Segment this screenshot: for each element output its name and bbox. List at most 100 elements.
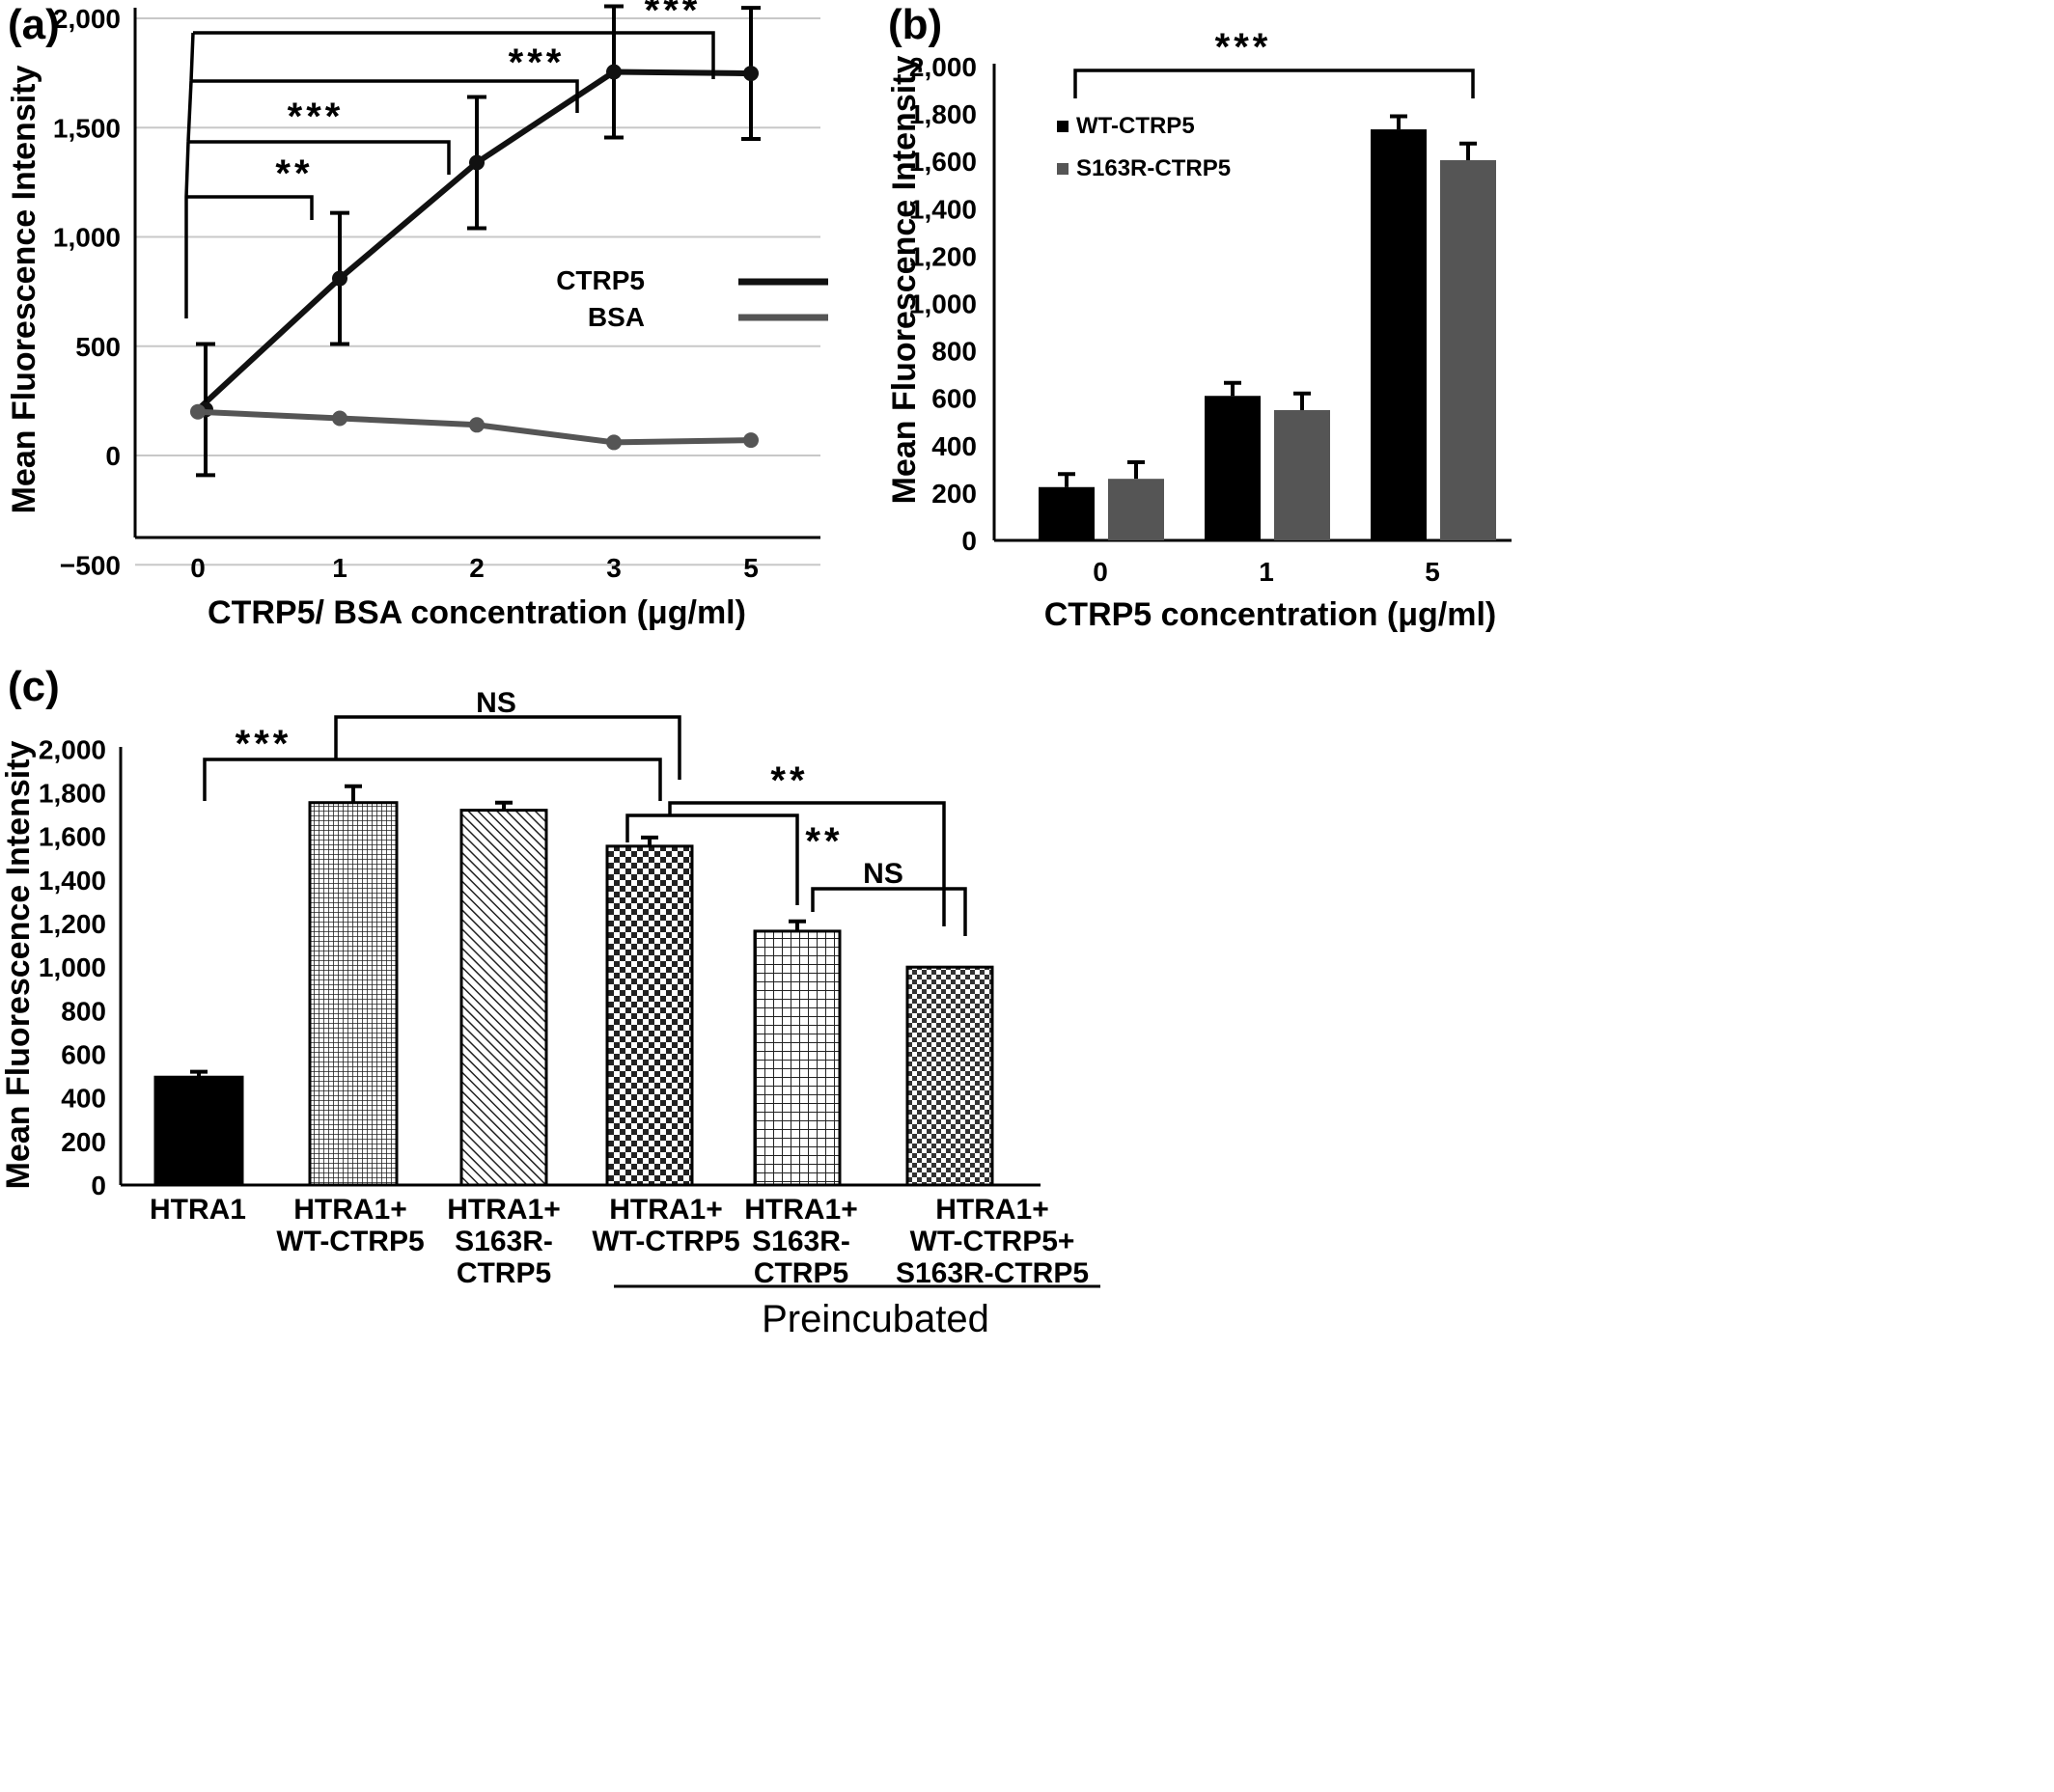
panel-b-ytick-label: 0 xyxy=(961,526,977,556)
panel-a-legend-label: CTRP5 xyxy=(556,265,645,295)
panel-c-ytick-label: 800 xyxy=(61,996,106,1026)
panel-c-errorbar xyxy=(345,784,362,803)
panel-b-ytick-label: 1,600 xyxy=(909,147,977,177)
panel-c-significance-label: NS xyxy=(476,687,516,719)
panel-c-category-label: HTRA1 xyxy=(150,1194,246,1226)
panel-b-legend-swatch xyxy=(1057,121,1069,132)
panel-c-ytick-label: 400 xyxy=(61,1084,106,1114)
panel-c-category-label: HTRA1+ xyxy=(609,1194,723,1226)
panel-c-category-label: WT-CTRP5 xyxy=(276,1226,424,1257)
panel-b-ytick-label: 1,400 xyxy=(909,194,977,224)
panel-c-significance-label: NS xyxy=(863,858,903,890)
panel-a-y-axis-title: Mean Fluorescence Intensity xyxy=(6,66,42,514)
panel-a-significance-bracket xyxy=(193,31,715,79)
panel-a-point-bsa xyxy=(190,403,206,420)
panel-a-significance-label: ** xyxy=(275,152,313,195)
panel-a-bracket-stem xyxy=(184,32,195,318)
panel-c-significance-bracket xyxy=(668,801,946,926)
panel-b-significance-label: *** xyxy=(1215,26,1272,69)
panel-c-category-label: S163R-CTRP5 xyxy=(896,1257,1089,1289)
panel-a-point-bsa xyxy=(606,434,622,451)
panel-c-y-axis-title: Mean Fluorescence Intensity xyxy=(0,741,37,1190)
panel-c-bar xyxy=(753,929,842,1187)
panel-b-bar-s163r-ctrp5 xyxy=(1108,479,1164,540)
panel-a-point-bsa xyxy=(332,410,347,427)
panel-c-significance-bracket xyxy=(334,715,681,780)
panel-a-point-ctrp5 xyxy=(332,270,347,287)
panel-a-point-ctrp5 xyxy=(606,64,622,80)
panel-a-xtick-label: 3 xyxy=(606,553,622,583)
panel-b-bar-wt-ctrp5 xyxy=(1205,396,1261,540)
panel-c-ytick-label: 1,400 xyxy=(39,866,106,896)
panel-c-errorbar xyxy=(190,1069,208,1078)
panel-c-category-label: CTRP5 xyxy=(754,1257,848,1289)
panel-a-significance-bracket xyxy=(186,195,314,220)
panel-a-ytick-label: 1,500 xyxy=(53,113,121,143)
panel-c-significance-label: *** xyxy=(236,723,292,765)
panel-a-xtick-label: 0 xyxy=(190,553,206,583)
panel-c-significance-bracket xyxy=(625,813,799,905)
panel-b-ytick-label: 600 xyxy=(931,384,977,414)
panel-c-errorbar xyxy=(789,919,806,931)
panel-b-legend-label: WT-CTRP5 xyxy=(1076,113,1195,139)
panel-c-bar xyxy=(153,1075,244,1187)
panel-b-errorbar-s163r-ctrp5 xyxy=(1127,459,1145,480)
panel-b-y-axis-title: Mean Fluorescence Intensity xyxy=(886,56,923,505)
panel-c-category-label: WT-CTRP5+ xyxy=(910,1226,1075,1257)
panel-a-label: (a) xyxy=(8,1,60,48)
panel-a-significance-label: *** xyxy=(288,96,345,138)
panel-c-significance-label: ** xyxy=(805,820,843,863)
panel-b-ytick-label: 800 xyxy=(931,337,977,367)
panel-b-ytick-label: 1,200 xyxy=(909,241,977,271)
panel-b-bar-s163r-ctrp5 xyxy=(1274,409,1330,540)
panel-a-xtick-label: 2 xyxy=(469,553,485,583)
panel-b-xtick-label: 5 xyxy=(1425,557,1440,587)
panel-b-bar-wt-ctrp5 xyxy=(1371,129,1427,540)
panel-b-errorbar-wt-ctrp5 xyxy=(1058,472,1075,487)
panel-a-ytick-label: 2,000 xyxy=(53,4,121,34)
panel-c-category-label: HTRA1+ xyxy=(935,1194,1049,1226)
panel-c-category-label: HTRA1+ xyxy=(744,1194,858,1226)
panel-a-ytick-label: −500 xyxy=(60,550,121,580)
panel-c-bar xyxy=(459,809,548,1187)
panel-a-xtick-label: 5 xyxy=(743,553,759,583)
panel-c-category-label: S163R- xyxy=(455,1226,553,1257)
panel-c-label: (c) xyxy=(8,663,60,710)
panel-a-line-chart: (a)−50005001,0001,5002,0002,50001235CTRP… xyxy=(6,0,828,631)
panel-a-significance-label: *** xyxy=(645,0,702,32)
panel-c-category-label: HTRA1+ xyxy=(447,1194,561,1226)
panel-a-legend-label: BSA xyxy=(588,302,645,332)
panel-c-significance-bracket xyxy=(811,887,967,936)
panel-b-x-axis-title: CTRP5 concentration (μg/ml) xyxy=(1044,596,1497,633)
panel-c-significance-bracket xyxy=(203,758,662,801)
panel-c-errorbar xyxy=(495,800,513,811)
panel-a-point-bsa xyxy=(743,432,759,449)
panel-c-ytick-label: 2,000 xyxy=(39,734,106,764)
panel-c-ytick-label: 1,800 xyxy=(39,779,106,809)
panel-b-errorbar-wt-ctrp5 xyxy=(1224,380,1241,397)
panel-a-xtick-label: 1 xyxy=(332,553,347,583)
panel-c-category-label: WT-CTRP5 xyxy=(592,1226,739,1257)
panel-a-significance-bracket xyxy=(191,79,579,113)
panel-c-ytick-label: 1,000 xyxy=(39,952,106,982)
panel-a-ytick-label: 1,000 xyxy=(53,223,121,253)
panel-a-x-axis-title: CTRP5/ BSA concentration (μg/ml) xyxy=(208,594,746,631)
panel-a-line-ctrp5 xyxy=(195,69,752,412)
panel-b-ytick-label: 1,000 xyxy=(909,289,977,319)
panel-a-significance-bracket xyxy=(188,140,451,175)
panel-b-legend-label: S163R-CTRP5 xyxy=(1076,155,1231,181)
panel-c-ytick-label: 0 xyxy=(91,1171,106,1200)
panel-b-xtick-label: 0 xyxy=(1093,557,1108,587)
panel-c-errorbar xyxy=(641,835,658,846)
panel-b-legend-swatch xyxy=(1057,163,1069,175)
panel-c-group-label: Preincubated xyxy=(762,1298,989,1340)
panel-b-ytick-label: 1,800 xyxy=(909,99,977,129)
panel-a-point-ctrp5 xyxy=(469,154,485,171)
panel-c-bar xyxy=(905,965,994,1187)
panel-a-significance-label: *** xyxy=(509,41,566,84)
panel-b-errorbar-wt-ctrp5 xyxy=(1390,114,1407,130)
panel-b-significance-bracket xyxy=(1073,69,1475,98)
panel-c-bar-chart: (c) 0 200 400 600 800 1,000 1,200 1,400 1,600 1,80… xyxy=(0,663,1100,1340)
panel-c-bar xyxy=(308,801,399,1187)
